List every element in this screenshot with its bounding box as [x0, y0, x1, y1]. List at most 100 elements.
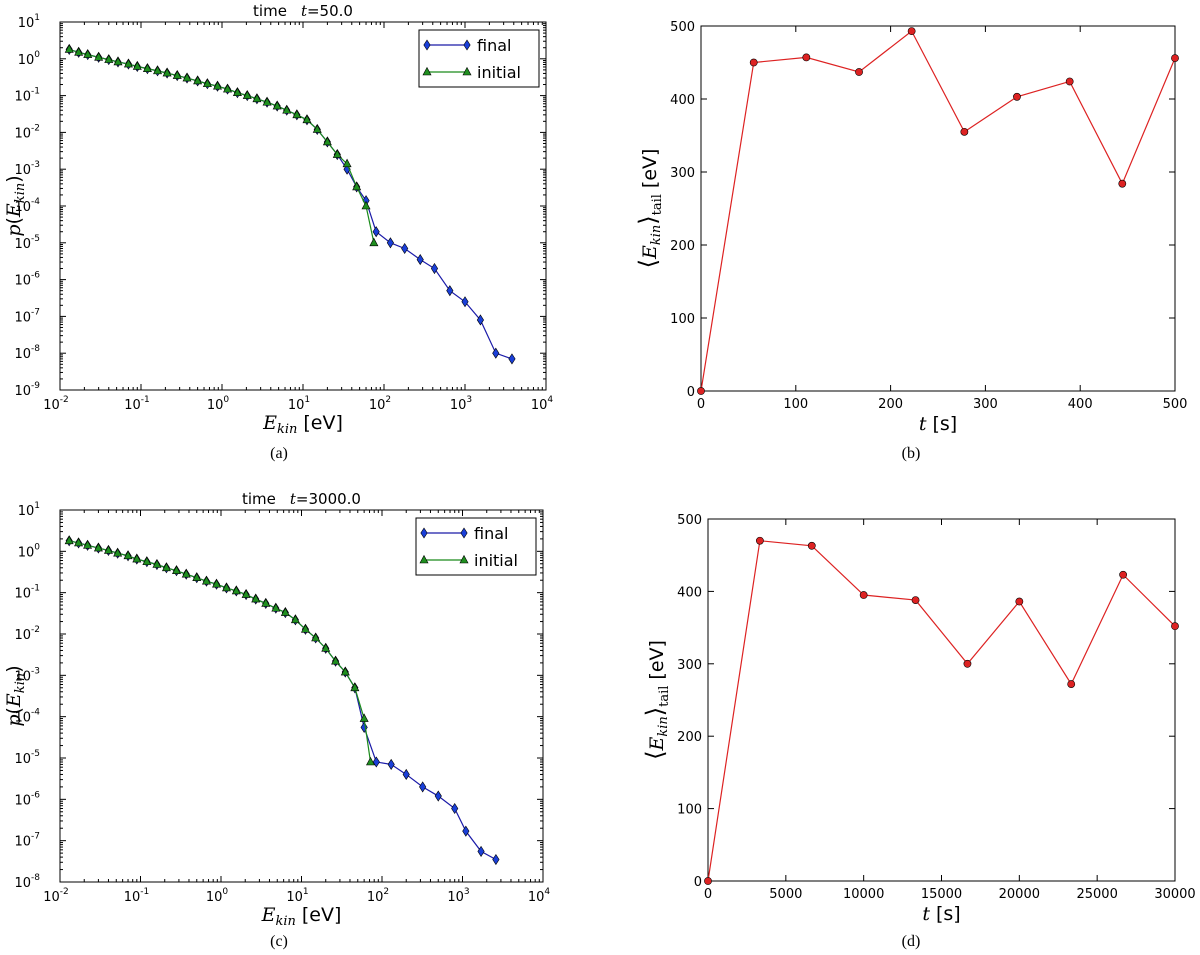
data-point-final — [446, 285, 454, 297]
legend-marker-final — [420, 527, 428, 539]
data-point-initial — [280, 607, 290, 616]
y-tick-base: 10 — [14, 126, 31, 141]
y-tick-base: 10 — [14, 628, 31, 643]
data-point-initial — [142, 556, 152, 566]
y-tick-label: 100 — [677, 803, 702, 818]
legend-marker-initial — [422, 66, 432, 76]
y-tick-base: 10 — [18, 16, 35, 31]
data-point-final — [462, 825, 470, 837]
data-point-initial — [123, 550, 133, 560]
y-tick-exp: -7 — [31, 832, 40, 842]
x-tick-exp: 0 — [223, 395, 229, 405]
y-tick-label: 10-6 — [14, 790, 40, 808]
y-axis-subscript: kin — [649, 225, 664, 245]
y-tick-exp: -5 — [31, 234, 40, 244]
y-tick-base: 10 — [14, 587, 31, 602]
y-tick-label: 10-4 — [14, 708, 40, 726]
data-point-initial — [83, 540, 93, 549]
x-axis-unit: [s] — [936, 903, 961, 925]
x-tick-label: 5000 — [769, 887, 802, 902]
data-point-initial — [231, 585, 241, 595]
y-tick-label: 400 — [670, 93, 695, 108]
title-prefix: time — [253, 2, 287, 20]
data-point — [749, 58, 758, 67]
data-point-initial — [132, 553, 142, 563]
data-point — [907, 27, 916, 36]
data-point — [1067, 680, 1076, 688]
y-axis-close-angle: ⟩ — [641, 707, 669, 716]
data-point-final — [416, 254, 424, 266]
y-axis-label: p(Ekin) — [3, 665, 28, 726]
x-axis-unit: [eV] — [303, 412, 343, 434]
y-tick-exp: 1 — [34, 13, 40, 23]
data-point-initial — [251, 593, 261, 603]
y-axis-subscript: kin — [13, 673, 28, 693]
data-point-initial — [361, 200, 371, 210]
x-tick-exp: 3 — [466, 395, 472, 405]
panel-caption: (c) — [270, 933, 288, 950]
data-point-initial — [162, 67, 172, 77]
series-line-tail-mean-energy — [707, 540, 1176, 882]
data-point-initial — [161, 562, 171, 572]
y-axis-variable: E — [646, 737, 668, 752]
x-tick-label: 10-2 — [43, 887, 69, 905]
x-tick-label: 0 — [697, 397, 705, 412]
y-tick-label: 200 — [670, 239, 695, 254]
data-point-initial — [271, 603, 281, 612]
x-axis-variable: E — [262, 412, 277, 434]
y-axis-open-angle: ⟨ — [634, 259, 662, 268]
data-point-final — [372, 756, 380, 768]
data-point-final — [402, 768, 410, 781]
legend-box — [418, 29, 540, 88]
x-tick-label: 103 — [447, 887, 469, 905]
y-axis-tail: tail — [657, 686, 672, 707]
data-point-initial — [242, 90, 252, 99]
y-tick-exp: -1 — [31, 584, 40, 594]
x-tick-label: 300 — [973, 397, 998, 412]
y-tick-label: 10-5 — [14, 749, 40, 767]
x-axis-label: t [s] — [919, 413, 957, 435]
x-tick-label: 104 — [531, 395, 554, 413]
x-tick-exp: 3 — [464, 887, 470, 897]
data-point-initial — [350, 682, 360, 692]
y-axis-label: ⟨Ekin⟩tail [eV] — [641, 640, 672, 760]
y-tick-base: 10 — [14, 90, 31, 105]
data-point-initial — [64, 44, 74, 53]
y-tick-label: 10-4 — [14, 197, 40, 215]
data-point-final — [401, 242, 409, 255]
data-point — [855, 68, 863, 76]
y-tick-label: 101 — [18, 13, 40, 31]
data-point-initial — [322, 136, 332, 146]
x-tick-label: 100 — [207, 395, 230, 413]
panel-caption: (b) — [902, 445, 921, 462]
x-tick-label: 102 — [369, 395, 391, 413]
y-tick-label: 400 — [677, 585, 702, 600]
y-tick-label: 0 — [687, 385, 695, 400]
x-tick-label: 25000 — [1076, 887, 1117, 902]
data-point-final — [434, 790, 442, 802]
data-point — [960, 127, 969, 136]
data-point-initial — [74, 537, 84, 547]
plot-frame — [707, 518, 1176, 882]
data-point — [1171, 622, 1179, 631]
legend-marker-final — [423, 39, 431, 51]
panel-d: 0 5000 10000 15000 20000 25000 30000 0 100 200 300… — [641, 513, 1196, 950]
y-tick-label: 300 — [677, 658, 702, 673]
data-point-initial — [113, 548, 123, 557]
y-tick-label: 10-8 — [14, 873, 40, 891]
data-point-final — [476, 314, 484, 326]
y-tick-exp: -2 — [31, 123, 40, 133]
panel-title: time t=3000.0 — [242, 490, 361, 508]
data-point-final — [492, 347, 500, 359]
x-tick-exp: 0 — [222, 887, 228, 897]
data-point-initial — [340, 666, 350, 676]
y-tick-base: 10 — [14, 835, 31, 850]
y-axis-p: p — [3, 224, 25, 236]
y-tick-base: 10 — [18, 545, 35, 560]
y-tick-label: 200 — [677, 730, 702, 745]
data-point-final — [451, 802, 459, 815]
x-tick-base: 10 — [447, 890, 464, 905]
y-axis-open-angle: ⟨ — [641, 751, 669, 760]
y-tick-base: 10 — [18, 53, 35, 68]
x-tick-exp: -2 — [60, 395, 69, 405]
